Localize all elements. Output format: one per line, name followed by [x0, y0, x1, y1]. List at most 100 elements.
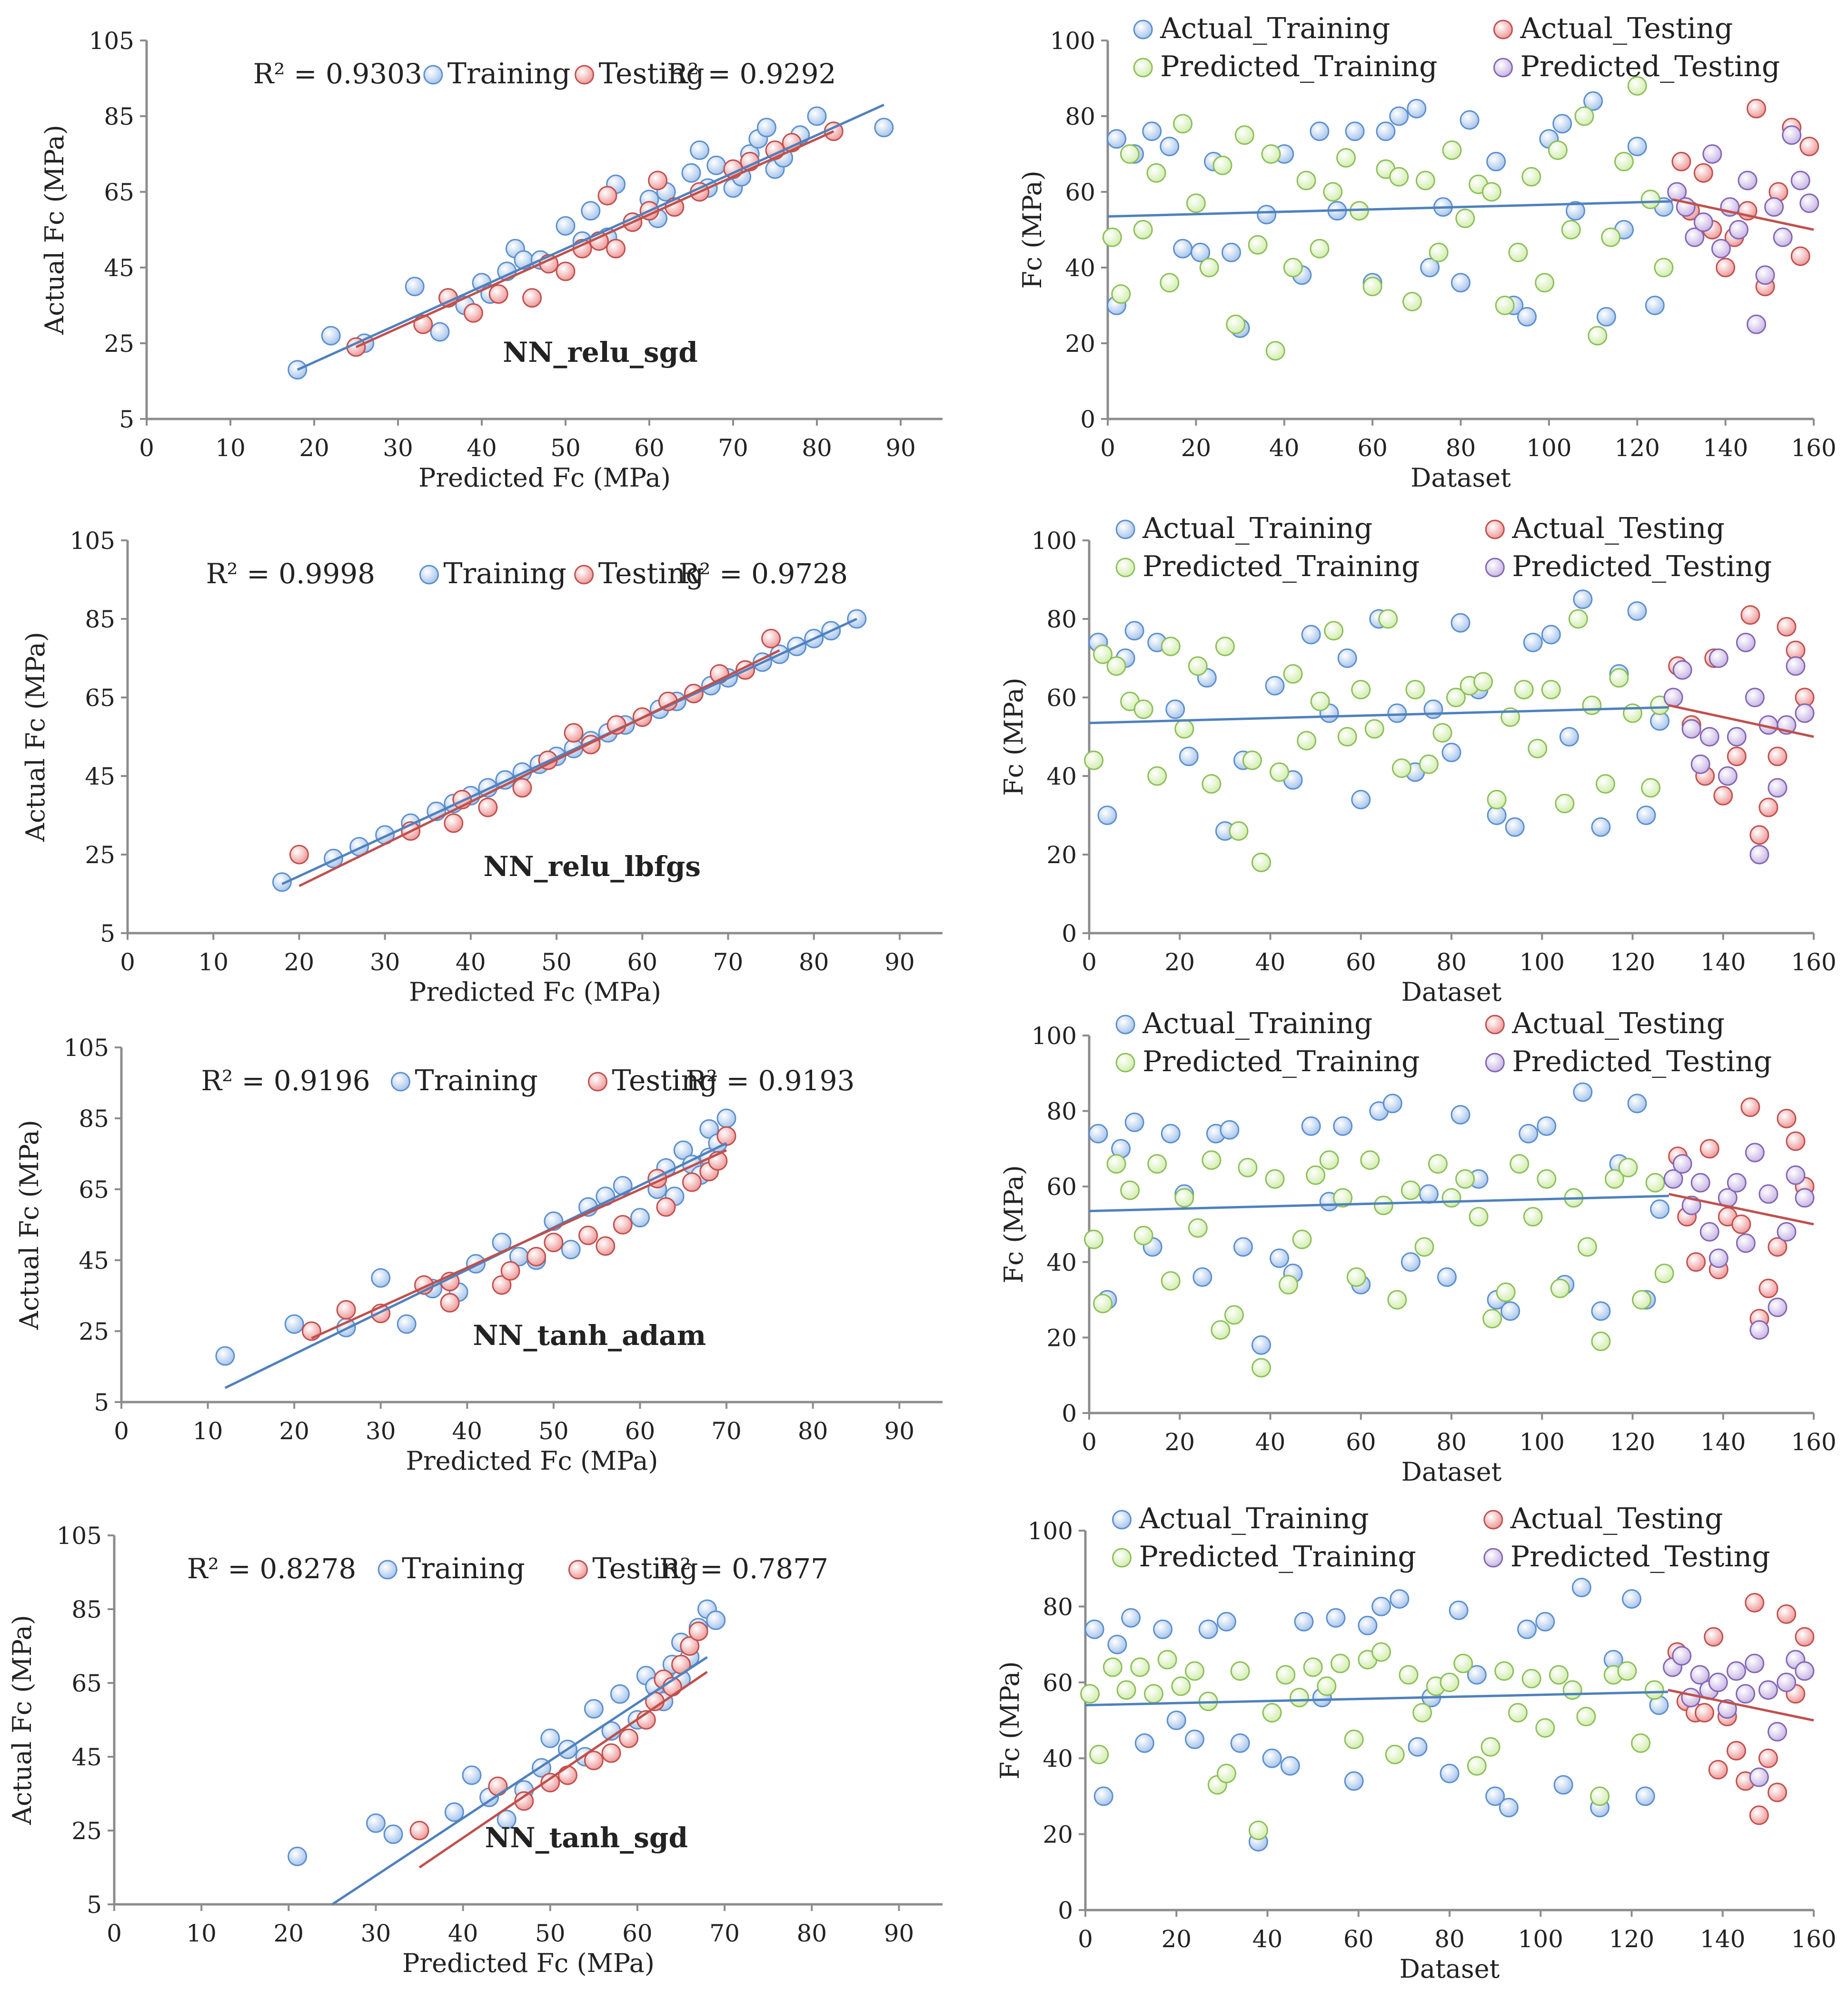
training-point	[584, 1699, 604, 1719]
training-point	[561, 1240, 581, 1260]
x-tick-label: 90	[884, 1417, 914, 1445]
training-point	[540, 1728, 560, 1748]
predicted-training-point	[1093, 1294, 1113, 1314]
legend-testing-label: Testing	[599, 57, 705, 90]
predicted-testing-point	[1795, 1661, 1815, 1681]
predicted-training-point	[1510, 1154, 1530, 1174]
predicted-testing-point	[1768, 1722, 1787, 1742]
legend-actual-training-label: Actual_Training	[1139, 1502, 1369, 1535]
predicted-training-point	[1521, 1669, 1541, 1689]
predicted-training-point	[1508, 242, 1528, 262]
training-point	[284, 1314, 304, 1334]
legend-predicted-training-label: Predicted_Training	[1139, 1540, 1416, 1573]
x-tick-label: 160	[1791, 434, 1836, 462]
predicted-testing-point	[1747, 314, 1767, 334]
predicted-training-point	[1130, 1657, 1150, 1677]
training-point	[215, 1346, 235, 1366]
actual-training-point	[1124, 621, 1144, 641]
y-tick-label: 65	[79, 1176, 109, 1204]
model-name-label: NN_relu_lbfgs	[484, 850, 701, 883]
actual-training-point	[1441, 743, 1461, 762]
predicted-training-point	[1415, 170, 1435, 190]
predicted-training-point	[1362, 277, 1382, 297]
actual-training-point	[1645, 296, 1665, 315]
predicted-testing-point	[1690, 1665, 1710, 1685]
y-tick-label: 20	[1043, 1821, 1073, 1849]
legend-actual-training-marker	[1112, 1510, 1132, 1530]
x-tick-label: 120	[1610, 1428, 1655, 1456]
y-tick-label: 85	[104, 103, 134, 130]
predicted-training-point	[1446, 687, 1466, 707]
legend-actual-testing-marker	[1483, 1510, 1503, 1530]
testing-point	[584, 1751, 604, 1771]
predicted-training-point	[1333, 1188, 1353, 1208]
legend-predicted-testing-marker	[1483, 1548, 1503, 1568]
actual-training-point	[1573, 1082, 1593, 1102]
y-tick-label: 40	[1046, 763, 1077, 790]
y-tick-label: 80	[1065, 103, 1095, 130]
training-point	[706, 155, 726, 175]
predicted-training-point	[1216, 1763, 1236, 1783]
predicted-training-point	[1324, 621, 1344, 641]
testing-point	[556, 261, 576, 281]
predicted-training-point	[1283, 664, 1303, 684]
x-tick-label: 80	[802, 434, 832, 462]
actual-training-point	[1389, 106, 1409, 126]
y-tick-label: 5	[100, 920, 115, 947]
actual-testing-point	[1726, 1741, 1746, 1761]
actual-testing-point	[1790, 246, 1810, 266]
testing-trendline	[298, 649, 780, 887]
predicted-training-point	[1147, 766, 1167, 786]
predicted-training-point	[1306, 1165, 1326, 1185]
predicted-training-point	[1351, 680, 1371, 699]
predicted-training-point	[1371, 1642, 1391, 1662]
actual-training-point	[1387, 703, 1407, 723]
training-trendline	[281, 617, 857, 886]
predicted-training-point	[1102, 227, 1122, 247]
actual-training-point	[1097, 806, 1117, 825]
x-tick-label: 100	[1518, 1925, 1563, 1953]
x-tick-label: 60	[1346, 1428, 1376, 1456]
y-tick-label: 100	[1050, 27, 1095, 55]
testing-point	[500, 1261, 520, 1281]
r2-testing-label: R² = 0.9292	[667, 58, 836, 90]
predicted-testing-point	[1799, 193, 1819, 213]
legend-actual-testing-marker	[1493, 20, 1513, 40]
actual-testing-point	[1708, 1760, 1728, 1780]
actual-training-point	[1467, 1665, 1487, 1685]
r2-testing-label: R² = 0.9728	[679, 558, 848, 590]
actual-training-point	[1519, 1124, 1539, 1144]
predicted-training-point	[1528, 738, 1548, 758]
actual-training-point	[1622, 1589, 1641, 1609]
legend-actual-testing-label: Actual_Testing	[1520, 12, 1733, 45]
predicted-training-point	[1336, 148, 1356, 168]
predicted-training-point	[1212, 155, 1232, 175]
testing-point	[761, 628, 781, 648]
predicted-training-point	[1337, 727, 1357, 747]
legend-actual-testing-label: Actual_Testing	[1510, 1502, 1723, 1535]
actual-training-point	[1088, 1124, 1108, 1144]
predicted-testing-point	[1749, 1767, 1769, 1787]
actual-training-point	[1486, 151, 1506, 171]
actual-training-point	[1166, 1711, 1186, 1730]
actual-training-point	[1505, 817, 1525, 837]
x-tick-label: 140	[1700, 1428, 1746, 1456]
x-tick-label: 60	[627, 948, 657, 976]
predicted-training-point	[1310, 691, 1330, 711]
testing-trendline	[355, 130, 835, 348]
legend-training-marker	[419, 565, 439, 585]
training-point	[321, 326, 341, 346]
legend-actual-training-marker	[1133, 20, 1153, 40]
y-axis-title: Actual Fc (MPa)	[40, 125, 70, 335]
training-point	[756, 118, 776, 138]
predicted-training-point	[1429, 242, 1449, 262]
predicted-training-point	[1480, 1737, 1500, 1757]
x-tick-label: 0	[114, 1417, 129, 1445]
x-tick-label: 0	[139, 434, 154, 462]
x-tick-label: 70	[713, 948, 744, 976]
testing-point	[527, 1247, 546, 1267]
predicted-training-point	[1549, 1665, 1569, 1685]
testing-point-group	[301, 1126, 736, 1341]
testing-point	[564, 723, 584, 743]
